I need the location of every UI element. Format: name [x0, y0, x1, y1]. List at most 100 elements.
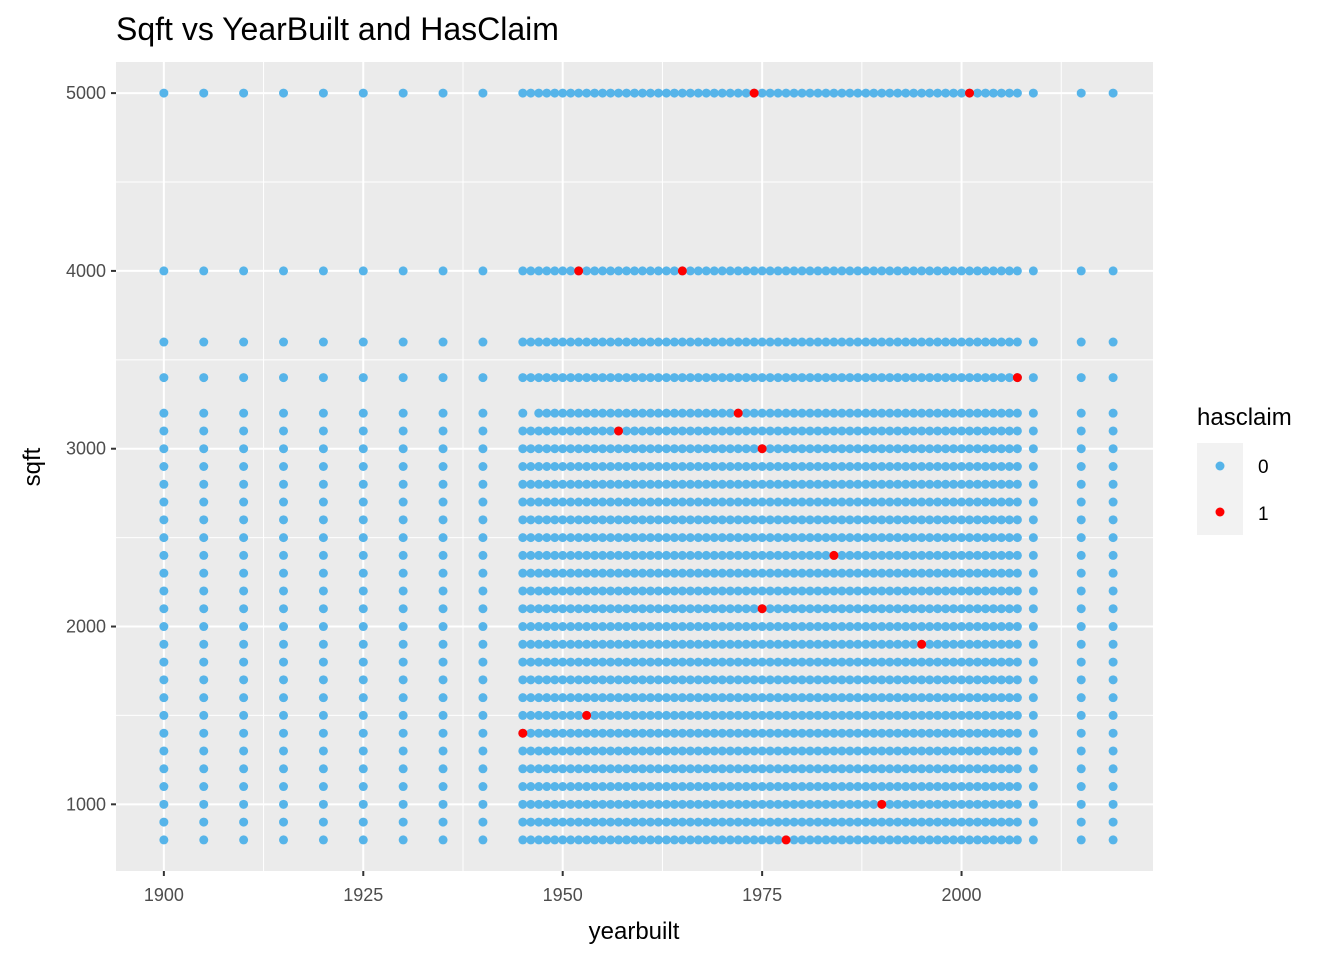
point-0-620	[598, 622, 608, 632]
point-0-1997	[973, 337, 983, 347]
point-0-596	[590, 533, 600, 543]
point-0-1675	[885, 426, 895, 436]
point-0-1565	[861, 835, 871, 845]
point-0-281	[1076, 479, 1086, 489]
point-0-340	[518, 462, 528, 471]
point-1-13	[877, 799, 887, 809]
point-0-917	[677, 497, 687, 507]
point-0-702	[622, 710, 632, 720]
point-0-412	[542, 710, 552, 720]
point-0-1688	[893, 710, 903, 720]
point-0-1529	[845, 444, 855, 454]
point-0-1818	[925, 462, 935, 471]
point-0-213	[438, 657, 448, 667]
point-0-688	[614, 444, 624, 454]
point-0-496	[566, 764, 576, 774]
point-0-1025	[709, 639, 719, 649]
point-0-1980	[973, 675, 983, 685]
point-0-377	[534, 817, 544, 827]
point-0-1588	[861, 426, 871, 436]
point-0-1692	[893, 639, 903, 649]
point-0-1537	[853, 817, 863, 827]
point-0-1724	[901, 586, 911, 596]
point-0-821	[653, 657, 663, 667]
point-0-979	[693, 426, 703, 436]
point-0-243	[478, 639, 488, 649]
point-0-1574	[861, 675, 871, 685]
point-0-778	[637, 373, 647, 383]
point-0-701	[622, 728, 632, 738]
point-0-284	[1076, 426, 1086, 436]
point-0-1536	[853, 835, 863, 845]
point-0-819	[653, 693, 663, 703]
point-0-1614	[869, 479, 879, 489]
point-0-1543	[853, 710, 863, 720]
point-0-546	[574, 373, 584, 383]
point-0-643	[606, 728, 616, 738]
point-0-2071	[996, 604, 1006, 614]
point-0-2012	[980, 622, 990, 632]
point-0-1460	[829, 639, 839, 649]
point-0-1013	[701, 88, 711, 98]
point-0-1146	[741, 550, 751, 560]
point-0-411	[542, 728, 552, 738]
point-0-1760	[909, 462, 919, 471]
point-0-2069	[996, 639, 1006, 649]
point-0-933	[685, 728, 695, 738]
point-0-313	[1108, 426, 1118, 436]
point-0-1531	[845, 408, 855, 418]
point-0-1666	[885, 586, 895, 596]
point-0-117	[318, 817, 328, 827]
point-0-1563	[853, 266, 863, 276]
point-0-1437	[821, 533, 831, 543]
point-0-1938	[957, 373, 967, 383]
point-0-328	[518, 675, 528, 685]
point-0-1119	[733, 515, 743, 525]
point-0-406	[542, 817, 552, 827]
point-0-753	[637, 835, 647, 845]
point-0-65	[239, 710, 249, 720]
point-0-1901	[949, 533, 959, 543]
point-0-337	[518, 515, 528, 525]
point-0-661	[606, 408, 616, 418]
point-0-1709	[893, 88, 903, 98]
point-0-1922	[957, 675, 967, 685]
point-0-736	[630, 622, 639, 632]
point-0-1844	[933, 515, 943, 525]
point-0-1957	[965, 568, 975, 578]
point-0-386	[534, 657, 544, 667]
point-0-966	[693, 657, 703, 667]
point-0-924	[677, 337, 687, 347]
point-0-860	[661, 479, 671, 489]
point-0-1226	[765, 675, 775, 685]
point-0-1238	[765, 462, 775, 471]
point-0-215	[438, 622, 448, 632]
point-0-462	[550, 88, 560, 98]
point-0-62	[239, 764, 249, 774]
point-0-1712	[901, 799, 911, 809]
point-0-2136	[1012, 479, 1022, 489]
point-0-293	[1108, 782, 1118, 792]
point-0-1461	[829, 622, 839, 632]
point-0-727	[630, 782, 639, 792]
point-0-1581	[861, 550, 871, 560]
point-0-101	[279, 586, 289, 596]
point-0-1341	[797, 693, 807, 703]
point-0-2076	[996, 515, 1006, 525]
point-0-1486	[837, 693, 847, 703]
point-0-1676	[885, 408, 895, 418]
point-0-892	[669, 426, 679, 436]
point-1-11	[582, 710, 592, 720]
point-0-471	[558, 693, 568, 703]
point-0-1202	[757, 586, 767, 596]
point-0-398	[534, 444, 544, 454]
point-0-1875	[941, 479, 951, 489]
point-0-1249	[773, 782, 783, 792]
point-0-233	[478, 817, 488, 827]
point-0-1530	[845, 426, 855, 436]
point-0-1	[159, 817, 169, 827]
point-0-214	[438, 639, 448, 649]
point-0-1266	[773, 479, 783, 489]
point-0-439	[550, 746, 560, 756]
point-0-1828	[933, 799, 943, 809]
